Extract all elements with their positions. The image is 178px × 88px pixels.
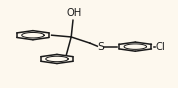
Text: OH: OH: [66, 8, 82, 18]
Text: S: S: [97, 42, 104, 52]
Text: Cl: Cl: [156, 42, 166, 52]
